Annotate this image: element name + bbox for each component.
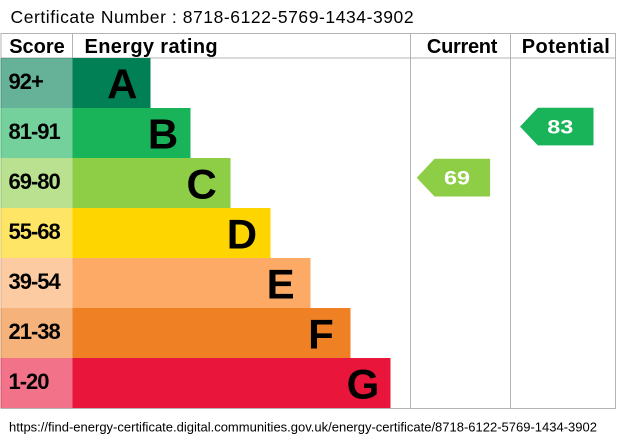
svg-text:21-38: 21-38 [9, 319, 61, 344]
svg-text:C: C [187, 160, 217, 207]
svg-text:69: 69 [444, 169, 470, 190]
svg-text:1-20: 1-20 [9, 369, 50, 394]
svg-text:Certificate Number : 8718-6122: Certificate Number : 8718-6122-5769-1434… [11, 7, 415, 27]
svg-text:55-68: 55-68 [9, 219, 61, 244]
svg-text:92+: 92+ [9, 69, 43, 94]
svg-text:69-80: 69-80 [9, 169, 61, 194]
svg-text:G: G [347, 360, 380, 407]
svg-text:Current: Current [427, 36, 498, 58]
svg-text:B: B [148, 110, 178, 157]
svg-text:83: 83 [547, 118, 573, 139]
svg-text:81-91: 81-91 [9, 119, 61, 144]
svg-text:A: A [107, 60, 137, 107]
svg-text:Potential: Potential [522, 36, 611, 58]
svg-text:D: D [227, 210, 257, 257]
svg-text:F: F [308, 310, 334, 357]
svg-text:39-54: 39-54 [9, 269, 62, 294]
svg-text:Score: Score [9, 36, 65, 58]
svg-text:E: E [267, 260, 295, 307]
svg-text:https://find-energy-certificat: https://find-energy-certificate.digital.… [9, 420, 597, 435]
svg-text:Energy rating: Energy rating [85, 36, 218, 58]
